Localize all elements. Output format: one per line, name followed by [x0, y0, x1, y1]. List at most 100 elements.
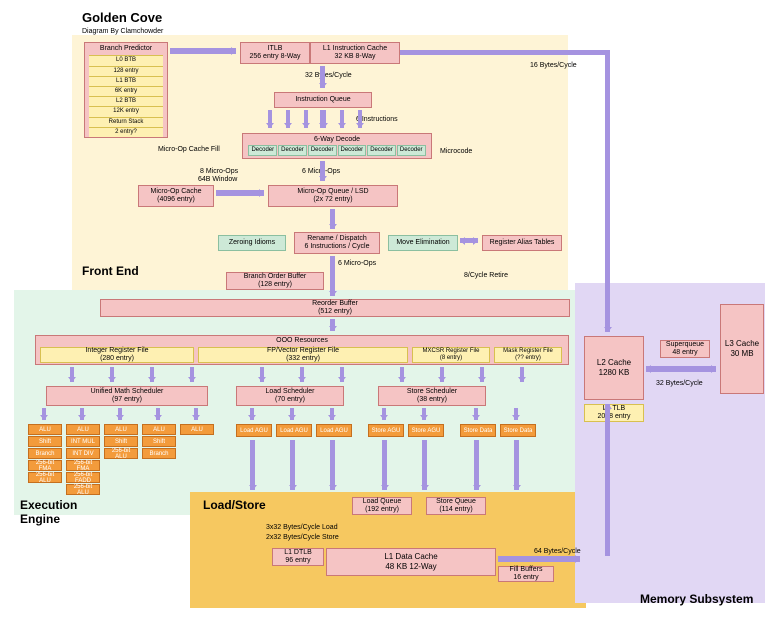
arrow	[400, 50, 610, 55]
exec-unit: Shift	[104, 436, 138, 447]
arrow	[520, 367, 524, 382]
arrow	[514, 440, 519, 490]
l2-tlb: L2 TLB2048 entry	[584, 404, 644, 422]
math-scheduler: Unified Math Scheduler(97 entry)	[46, 386, 208, 406]
arrow	[340, 367, 344, 382]
arrow	[320, 66, 325, 88]
arrow	[322, 110, 326, 128]
arrow	[70, 367, 74, 382]
int-reg-file: Integer Register File(280 entry)	[40, 347, 194, 363]
load-scheduler: Load Scheduler(70 entry)	[236, 386, 344, 406]
bp-row: L0 BTB	[89, 55, 163, 65]
agu-unit: Store AGU	[368, 424, 404, 437]
fp-reg-file: FP/Vector Register File(332 entry)	[198, 347, 408, 363]
txt-64bpc: 64 Bytes/Cycle	[534, 548, 581, 555]
mask-reg-file: Mask Register File(?? entry)	[494, 347, 562, 363]
arrow	[330, 408, 334, 420]
arrow	[304, 110, 308, 128]
bp-row: L2 BTB	[89, 96, 163, 106]
txt-6uops-b: 6 Micro-Ops	[338, 260, 376, 267]
decoder: Decoder	[278, 145, 307, 156]
arrow	[330, 256, 335, 296]
arrow	[340, 110, 344, 128]
exec-unit: ALU	[180, 424, 214, 435]
itlb: ITLB256 entry 8-Way	[240, 42, 310, 64]
arrow	[382, 440, 387, 490]
l3-cache: L3 Cache30 MB	[720, 304, 764, 394]
diagram-credit: Diagram By Clamchowder	[82, 28, 163, 35]
agu-unit: Load AGU	[316, 424, 352, 437]
uop-cache: Micro-Op Cache(4096 entry)	[138, 185, 214, 207]
arrow	[382, 408, 386, 420]
load-queue: Load Queue(192 entry)	[352, 497, 412, 515]
ooo-title: OOO Resources	[276, 337, 328, 345]
instruction-queue: Instruction Queue	[274, 92, 372, 108]
memory-label: Memory Subsystem	[640, 592, 753, 606]
arrow	[474, 440, 479, 490]
agu-unit: Store AGU	[408, 424, 444, 437]
exec-unit: 256-bit FADD	[66, 472, 100, 483]
arrow	[422, 408, 426, 420]
agu-unit: Load AGU	[276, 424, 312, 437]
arrow	[170, 48, 236, 54]
arrow	[290, 440, 295, 490]
arrow	[118, 408, 122, 420]
exec-unit: 256-bit ALU	[104, 448, 138, 459]
bp-row: 6K entry	[89, 86, 163, 96]
l1i-cache: L1 Instruction Cache32 KB 8-Way	[310, 42, 400, 64]
frontend-label: Front End	[82, 264, 139, 278]
arrow	[320, 161, 325, 181]
decoder: Decoder	[397, 145, 426, 156]
exec-unit: INT DIV	[66, 448, 100, 459]
arrow	[42, 408, 46, 420]
decoder: Decoder	[367, 145, 396, 156]
arrow	[605, 404, 610, 556]
arrow	[286, 110, 290, 128]
exec-unit: 256-bit FMA	[28, 460, 62, 471]
txt-32bpc: 32 Bytes/Cycle	[305, 72, 352, 79]
l2-cache: L2 Cache1280 KB	[584, 336, 644, 400]
arrow	[480, 367, 484, 382]
arrow	[514, 408, 518, 420]
arrow	[440, 367, 444, 382]
branch-predictor: Branch Predictor L0 BTB128 entryL1 BTB6K…	[84, 42, 168, 138]
txt-6instr: 6 Instructions	[356, 116, 398, 123]
arrow	[194, 408, 198, 420]
exec-unit: Shift	[28, 436, 62, 447]
diagram-title: Golden Cove	[82, 10, 162, 25]
arrow	[250, 440, 255, 490]
arrow	[498, 556, 580, 562]
branch-order-buffer: Branch Order Buffer(128 entry)	[226, 272, 324, 290]
agu-unit: Store Data	[500, 424, 536, 437]
mxcsr-reg-file: MXCSR Register File(8 entry)	[412, 347, 490, 363]
arrow	[330, 440, 335, 490]
reg-alias-tables: Register Alias Tables	[482, 235, 562, 251]
arrow	[422, 440, 427, 490]
arrow	[358, 110, 362, 128]
arrow	[460, 238, 478, 243]
exec-label: Execution Engine	[20, 498, 77, 526]
arrow	[330, 319, 335, 331]
bp-row: 128 entry	[89, 66, 163, 76]
exec-unit: ALU	[28, 424, 62, 435]
bp-row: 12K entry	[89, 106, 163, 116]
arrow	[150, 367, 154, 382]
l1-data-cache: L1 Data Cache48 KB 12-Way	[326, 548, 496, 576]
agu-unit: Load AGU	[236, 424, 272, 437]
exec-unit: Shift	[142, 436, 176, 447]
arrow	[260, 367, 264, 382]
loadstore-label: Load/Store	[203, 498, 266, 512]
txt-mem-32bpc: 32 Bytes/Cycle	[656, 380, 703, 387]
superqueue: Superqueue48 entry	[660, 340, 710, 358]
arrow	[646, 366, 716, 372]
bp-row: L1 BTB	[89, 76, 163, 86]
exec-unit: 256-bit FMA	[66, 460, 100, 471]
exec-unit: ALU	[66, 424, 100, 435]
txt-2x32: 2x32 Bytes/Cycle Store	[266, 534, 339, 541]
arrow	[190, 367, 194, 382]
store-queue: Store Queue(114 entry)	[426, 497, 486, 515]
decoder: Decoder	[338, 145, 367, 156]
arrow	[400, 367, 404, 382]
decode-title: 6-Way Decode	[314, 136, 360, 144]
arrow	[268, 110, 272, 128]
